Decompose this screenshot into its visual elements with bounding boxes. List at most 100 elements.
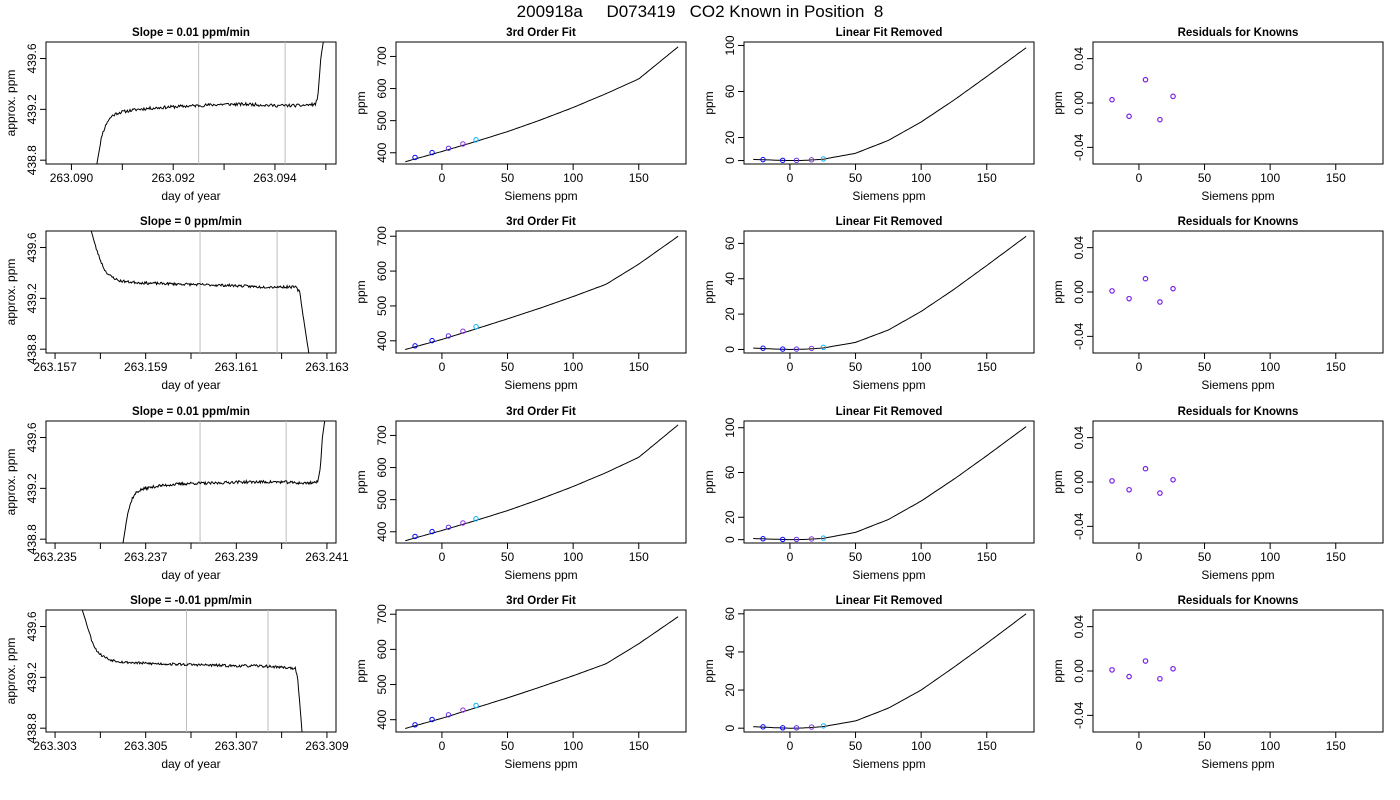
- x-axis-label: Siemens ppm: [504, 568, 577, 582]
- known-point: [793, 536, 800, 543]
- y-axis-label: ppm: [1051, 91, 1065, 114]
- y-tick-label: 60: [723, 236, 737, 250]
- y-tick-label: 20: [723, 510, 737, 524]
- x-tick-label: 50: [501, 550, 515, 564]
- residual-point: [1170, 285, 1176, 292]
- known-point: [473, 137, 479, 143]
- plot-frame: [1092, 230, 1384, 354]
- y-tick-label: 400: [375, 521, 389, 541]
- x-tick-label: 100: [563, 360, 583, 374]
- y-axis-label: ppm: [702, 91, 716, 114]
- x-tick-label: 263.239: [215, 550, 259, 564]
- known-point: [780, 725, 786, 731]
- plot-frame: [1092, 420, 1384, 544]
- known-point: [460, 520, 466, 526]
- plot-frame: [45, 41, 337, 165]
- y-tick-label: 60: [723, 465, 737, 479]
- y-tick-label: 0: [723, 346, 737, 353]
- y-tick-label: 439.2: [25, 662, 39, 692]
- y-tick-label: 600: [375, 261, 389, 281]
- y-axis-label: ppm: [354, 470, 368, 493]
- residual-point: [1170, 665, 1176, 672]
- x-tick-label: 150: [1326, 360, 1346, 374]
- x-tick-label: 0: [439, 550, 446, 564]
- panel-timeseries-row-4: Slope = -0.01 ppm/min day of year approx. …: [4, 595, 349, 771]
- y-axis-label: ppm: [702, 659, 716, 682]
- x-tick-label: 50: [501, 739, 515, 753]
- y-axis-label: approx. ppm: [4, 259, 18, 326]
- residual-point: [1109, 667, 1115, 673]
- panel-title: Linear Fit Removed: [836, 27, 943, 39]
- y-tick-label: 500: [375, 110, 389, 130]
- panel-fit-row-4: 3rd Order Fit Siemens ppm ppm 0 50 100 150 400 5…: [354, 595, 687, 771]
- y-tick-label: 439.2: [25, 473, 39, 503]
- y-tick-label: 60: [723, 84, 737, 98]
- panel-linear_removed-row-1: Linear Fit Removed Siemens ppm ppm 0 50 100 15…: [702, 27, 1035, 203]
- x-tick-label: 100: [1260, 360, 1280, 374]
- fit-curve: [405, 424, 679, 542]
- y-tick-label: 439.6: [25, 611, 39, 641]
- panel-fit-row-3: 3rd Order Fit Siemens ppm ppm 0 50 100 150 400 5…: [354, 406, 687, 582]
- known-point: [429, 337, 435, 344]
- known-point: [760, 724, 766, 730]
- panel-residuals-row-3: Residuals for Knowns Siemens ppm ppm 0 50 100…: [1051, 406, 1384, 582]
- x-tick-label: 150: [1326, 550, 1346, 564]
- panel-timeseries-row-3: Slope = 0.01 ppm/min day of year approx. p…: [4, 406, 349, 582]
- x-tick-label: 0: [787, 171, 794, 185]
- x-axis-label: Siemens ppm: [1201, 378, 1274, 392]
- x-axis-label: Siemens ppm: [504, 378, 577, 392]
- y-axis-label: ppm: [1051, 470, 1065, 493]
- x-axis-label: Siemens ppm: [852, 189, 925, 203]
- x-tick-label: 50: [1198, 171, 1212, 185]
- y-tick-label: 400: [375, 709, 389, 729]
- y-tick-label: 0.00: [1072, 659, 1086, 683]
- x-tick-label: 150: [977, 739, 997, 753]
- panel-title: 3rd Order Fit: [506, 406, 576, 418]
- x-tick-label: 0: [1136, 171, 1143, 185]
- residual-point: [1126, 673, 1132, 680]
- x-tick-label: 50: [849, 360, 863, 374]
- known-point: [412, 343, 418, 349]
- plot-frame: [395, 609, 687, 733]
- x-tick-label: 50: [1198, 739, 1212, 753]
- y-tick-label: 0.04: [1072, 47, 1086, 71]
- x-axis-label: Siemens ppm: [1201, 189, 1274, 203]
- x-tick-label: 0: [787, 550, 794, 564]
- x-tick-label: 0: [1136, 739, 1143, 753]
- y-tick-label: 100: [723, 35, 737, 55]
- y-tick-label: 100: [723, 417, 737, 437]
- known-point: [780, 346, 786, 352]
- y-tick-label: 500: [375, 489, 389, 509]
- known-point: [760, 345, 766, 351]
- x-tick-label: 100: [1260, 550, 1280, 564]
- residual-point: [1142, 275, 1149, 282]
- y-tick-label: 600: [375, 457, 389, 477]
- known-point: [460, 328, 466, 334]
- x-axis-label: Siemens ppm: [852, 378, 925, 392]
- x-tick-label: 50: [501, 360, 515, 374]
- x-tick-label: 50: [849, 550, 863, 564]
- y-axis-label: ppm: [702, 280, 716, 303]
- plot-frame: [743, 609, 1035, 733]
- y-tick-label: 0: [723, 725, 737, 732]
- panel-title: Slope = 0.01 ppm/min: [132, 27, 250, 39]
- panel-title: Residuals for Knowns: [1178, 27, 1299, 39]
- plot-frame: [1092, 41, 1384, 165]
- y-tick-label: 20: [723, 307, 737, 321]
- panel-title: Residuals for Knowns: [1178, 406, 1299, 418]
- known-point: [429, 149, 435, 156]
- y-tick-label: 438.8: [25, 524, 39, 554]
- known-point: [412, 533, 418, 540]
- y-tick-label: 400: [375, 142, 389, 162]
- y-tick-label: 438.8: [25, 145, 39, 175]
- known-point: [429, 716, 435, 723]
- x-tick-label: 50: [849, 739, 863, 753]
- x-tick-label: 0: [439, 739, 446, 753]
- y-tick-label: 0.04: [1072, 615, 1086, 639]
- x-tick-label: 0: [439, 360, 446, 374]
- x-tick-label: 263.092: [151, 171, 195, 185]
- y-tick-label: 0.04: [1072, 426, 1086, 450]
- x-tick-label: 150: [629, 550, 649, 564]
- y-tick-label: 600: [375, 639, 389, 659]
